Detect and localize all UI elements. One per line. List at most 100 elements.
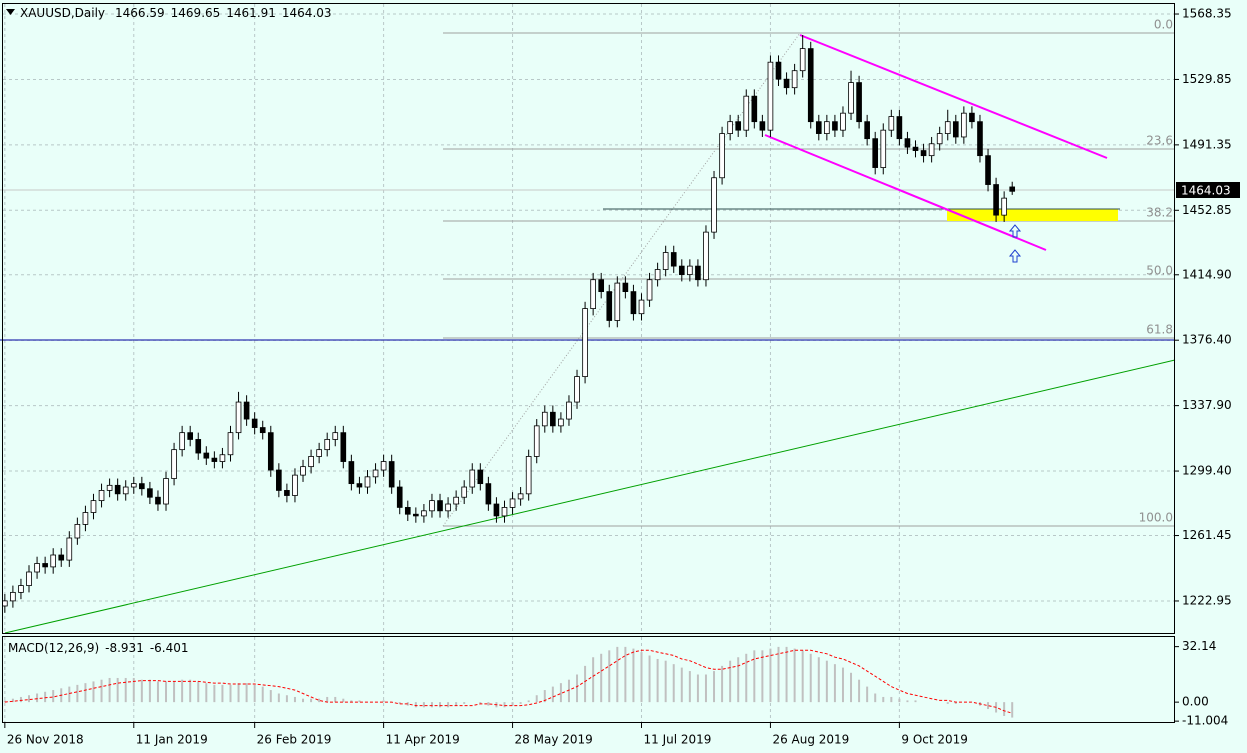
candle-body <box>670 252 677 267</box>
candle-body <box>316 449 322 457</box>
candle-body <box>969 112 975 123</box>
candle-body <box>582 308 588 377</box>
main-pane-frame <box>2 3 1175 634</box>
candle-body <box>195 439 202 454</box>
support-zone <box>947 209 1118 221</box>
candle-body <box>34 563 40 573</box>
candle-body <box>461 486 468 498</box>
candle-body <box>308 456 314 468</box>
channel-lower <box>764 134 1047 251</box>
candle-body <box>985 155 991 185</box>
candle-body <box>324 439 331 451</box>
trend-line <box>4 359 1176 634</box>
candle-body <box>799 48 806 72</box>
candle-body <box>1001 197 1007 216</box>
candle-body <box>864 121 870 140</box>
candle-body <box>82 512 89 525</box>
candle-body <box>155 496 161 505</box>
fib-label: 0.0 <box>1154 18 1173 32</box>
candle-body <box>630 291 637 315</box>
low-value: 1461.91 <box>226 6 276 20</box>
candle-body <box>525 456 532 495</box>
fib-base-line <box>442 32 801 527</box>
y-tick-label: 0.00 <box>1182 695 1209 709</box>
candle-body <box>622 282 629 293</box>
candle-body <box>541 411 548 427</box>
price-box <box>1176 182 1240 198</box>
candle-body <box>187 432 194 440</box>
candle-body <box>775 61 782 80</box>
candle-body <box>904 138 911 148</box>
signal-line <box>4 649 1013 714</box>
candle-body <box>646 279 653 301</box>
candle-body <box>719 133 725 179</box>
candle-body <box>961 112 967 138</box>
candle-body <box>396 486 403 508</box>
candle-body <box>783 78 790 89</box>
candle-body <box>856 82 862 123</box>
candle-body <box>574 376 580 403</box>
candle-body <box>840 112 846 131</box>
arrow-up <box>1008 249 1022 263</box>
x-tick-label: 26 Nov 2018 <box>7 733 84 747</box>
y-tick-label: 32.14 <box>1182 639 1216 653</box>
x-tick-label: 26 Aug 2019 <box>772 733 849 747</box>
macd-value: -8.931 <box>105 641 144 655</box>
y-tick-label: 1299.40 <box>1182 464 1232 478</box>
candle-body <box>888 116 895 131</box>
y-tick-label: 1452.85 <box>1182 203 1232 217</box>
candle-body <box>267 432 274 471</box>
fib-label: 23.6 <box>1146 134 1173 148</box>
candle-body <box>501 507 508 517</box>
candle-body <box>485 483 492 505</box>
y-tick-label: 1529.85 <box>1182 72 1232 86</box>
y-tick-label: -11.004 <box>1182 714 1228 728</box>
open-value: 1466.59 <box>115 6 165 20</box>
candle-body <box>348 461 355 485</box>
candle-body <box>533 425 540 457</box>
candle-body <box>469 469 476 488</box>
candle-body <box>662 252 669 270</box>
candle-body <box>171 449 177 479</box>
candle-body <box>130 483 137 488</box>
candle-body <box>284 490 290 496</box>
candle-body <box>687 265 693 276</box>
candle-body <box>872 138 879 168</box>
candle-body <box>824 121 830 134</box>
candle-body <box>832 121 838 131</box>
candle-body <box>695 265 701 281</box>
candle-body <box>114 484 121 495</box>
candle-body <box>413 513 419 517</box>
candle-body <box>767 61 774 131</box>
candle-body <box>106 484 113 491</box>
y-tick-label: 1376.40 <box>1182 333 1232 347</box>
candle-body <box>276 469 282 491</box>
candle-body <box>936 133 943 145</box>
candle-body <box>1009 186 1016 192</box>
candle-body <box>791 70 798 89</box>
candle-body <box>437 500 443 512</box>
candle-body <box>66 537 73 561</box>
candle-body <box>404 507 411 515</box>
candle-body <box>566 401 572 420</box>
candle-body <box>429 500 435 512</box>
candle-body <box>912 146 919 151</box>
candle-body <box>98 490 105 502</box>
menu-triangle[interactable] <box>6 9 15 15</box>
x-tick-label: 28 May 2019 <box>515 733 593 747</box>
candle-body <box>920 150 927 157</box>
candle-body <box>848 82 854 114</box>
high-value: 1469.65 <box>171 6 221 20</box>
candle-body <box>928 143 935 157</box>
candle-body <box>90 500 97 513</box>
candle-body <box>122 486 129 495</box>
candle-body <box>517 493 524 500</box>
candle-body <box>364 476 371 488</box>
candle-body <box>300 466 306 476</box>
candle-body <box>179 432 185 451</box>
candle-body <box>751 95 758 123</box>
candle-body <box>18 585 24 593</box>
signal-value: -6.401 <box>150 641 189 655</box>
